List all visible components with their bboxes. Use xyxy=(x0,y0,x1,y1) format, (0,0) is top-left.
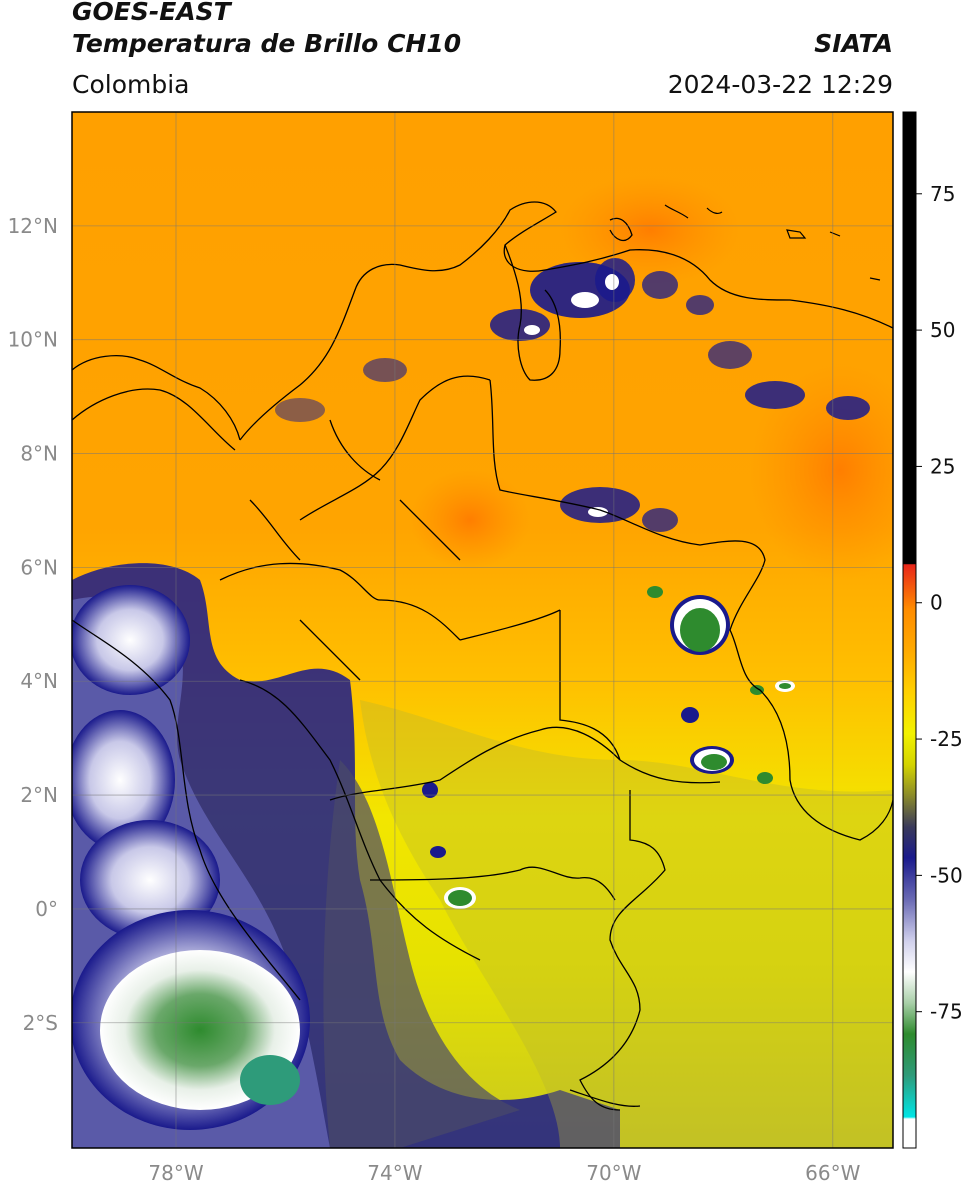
convective-cores-north xyxy=(524,274,619,517)
colorbar-tick-label: 50 xyxy=(930,318,955,342)
lon-tick-label: 70°W xyxy=(586,1161,641,1185)
lat-tick-label: 4°N xyxy=(20,669,58,693)
lat-tick-label: 10°N xyxy=(8,328,58,352)
colorbar-tick-label: -25 xyxy=(930,727,963,751)
cold-cores-east xyxy=(422,586,795,909)
graticule xyxy=(72,112,893,1148)
satellite-title: GOES-EAST xyxy=(72,0,231,26)
colorbar-tick-label: 25 xyxy=(930,454,955,478)
lat-tick-label: 2°S xyxy=(23,1011,58,1035)
lat-tick-label: 12°N xyxy=(8,214,58,238)
organization-label: SIATA xyxy=(814,29,893,58)
map-panel: 12°N 10°N 8°N 6°N 4°N 2°N 0° 2°S 78°W 74°W 70°W 66… xyxy=(8,111,894,1185)
cold-cloud-mass-west xyxy=(72,563,620,1148)
lon-tick-label: 74°W xyxy=(367,1161,422,1185)
lon-tick-label: 78°W xyxy=(148,1161,203,1185)
islands xyxy=(664,204,881,281)
lat-tick-label: 6°N xyxy=(20,555,58,579)
timestamp-label: 2024-03-22 12:29 xyxy=(667,70,893,99)
coastlines-borders xyxy=(72,201,893,1111)
colorbar-tick-label: 0 xyxy=(930,591,943,615)
lat-tick-labels: 12°N 10°N 8°N 6°N 4°N 2°N 0° 2°S xyxy=(8,214,58,1035)
colorbar-ticks: 75 50 25 0 -25 -50 -75 xyxy=(916,182,963,1024)
colorbar: 75 50 25 0 -25 -50 -75 xyxy=(902,111,963,1149)
region-label: Colombia xyxy=(72,70,190,99)
lat-tick-label: 2°N xyxy=(20,783,58,807)
lon-tick-label: 66°W xyxy=(805,1161,860,1185)
colorbar-tick-label: -75 xyxy=(930,1000,963,1024)
colorbar-bar xyxy=(903,112,916,1148)
olive-band xyxy=(360,700,893,1148)
lat-tick-label: 0° xyxy=(35,897,58,921)
map-frame xyxy=(71,111,894,1149)
colorbar-frame xyxy=(902,111,917,1149)
product-title: Temperatura de Brillo CH10 xyxy=(72,29,462,58)
warm-area xyxy=(410,470,530,570)
lat-tick-label: 8°N xyxy=(20,442,58,466)
colorbar-tick-label: 75 xyxy=(930,182,955,206)
lon-tick-labels: 78°W 74°W 70°W 66°W xyxy=(148,1161,860,1185)
colorbar-tick-label: -50 xyxy=(930,863,963,887)
